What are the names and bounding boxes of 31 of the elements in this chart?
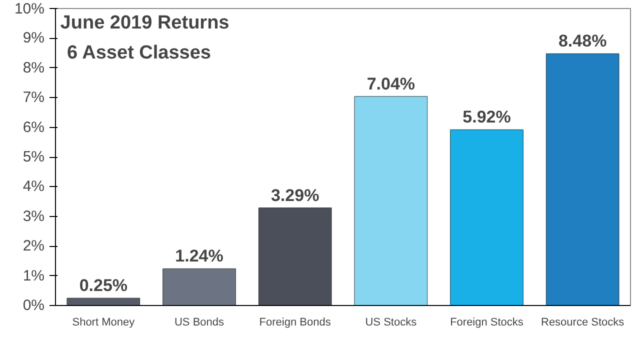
bar — [258, 208, 332, 306]
data-label: 5.92% — [462, 108, 511, 127]
y-tick-label: 1% — [22, 267, 45, 284]
y-tick-label: 10% — [14, 0, 45, 18]
chart-title: June 2019 Returns — [60, 12, 230, 34]
x-tick-label: Foreign Bonds — [259, 316, 332, 328]
y-tick-label: 8% — [22, 59, 45, 76]
x-tick-label: Short Money — [72, 316, 136, 328]
data-label: 7.04% — [366, 74, 416, 94]
bar — [546, 53, 620, 306]
x-tick-label: Foreign Stocks — [450, 316, 524, 328]
y-tick-label: 6% — [22, 118, 45, 136]
bar — [162, 268, 236, 306]
y-tick-label: 5% — [22, 148, 45, 166]
data-label: 8.48% — [558, 32, 607, 51]
y-tick-label: 3% — [22, 208, 45, 225]
y-tick-label: 2% — [22, 238, 45, 255]
x-tick-label: US Bonds — [174, 316, 225, 328]
y-tick-label: 0% — [22, 297, 45, 314]
text: 6 Asset Classes — [67, 42, 212, 64]
y-tick-label: 4% — [22, 178, 45, 196]
y-tick-label: 9% — [22, 30, 45, 47]
x-tick-label: US Stocks — [365, 316, 418, 328]
bar — [450, 129, 524, 306]
data-label: 1.24% — [175, 246, 224, 266]
x-tick-label: Resource Stocks — [541, 316, 625, 328]
bar — [66, 298, 140, 306]
bar — [354, 96, 428, 306]
y-tick-label: 7% — [22, 89, 45, 106]
data-label: 0.25% — [79, 276, 128, 296]
data-label: 3.29% — [270, 186, 320, 205]
